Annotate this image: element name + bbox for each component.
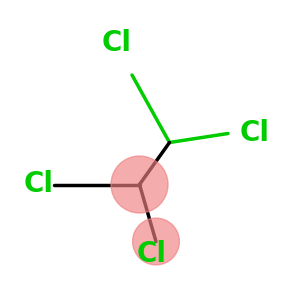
Circle shape xyxy=(133,218,179,265)
Text: Cl: Cl xyxy=(24,170,54,199)
Text: Cl: Cl xyxy=(136,239,166,268)
Text: Cl: Cl xyxy=(102,29,132,57)
Text: Cl: Cl xyxy=(240,119,270,148)
Circle shape xyxy=(111,156,168,213)
